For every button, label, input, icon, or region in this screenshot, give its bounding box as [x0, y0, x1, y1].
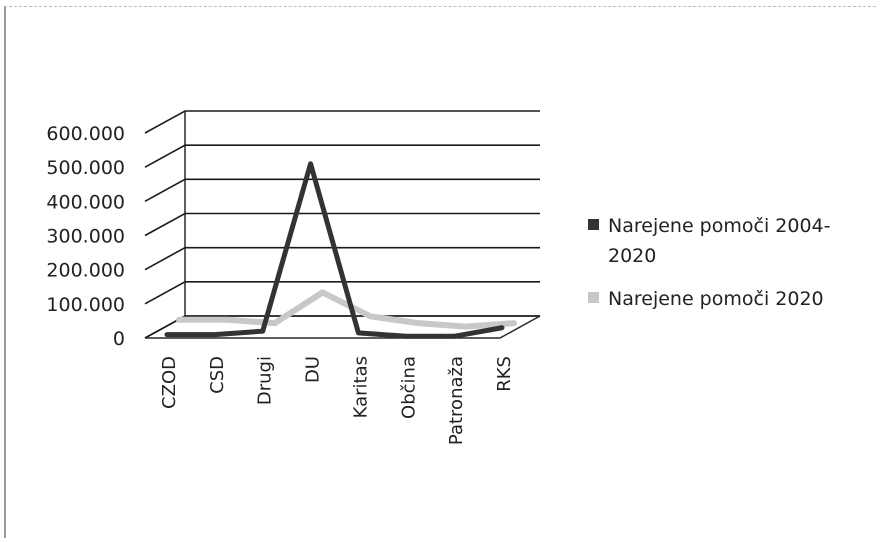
chart-frame: [4, 6, 876, 538]
gridline: [144, 281, 540, 305]
y-tick-label: 100.000: [46, 294, 125, 316]
gridline: [144, 110, 540, 134]
data-point: [356, 331, 360, 335]
y-tick-label: 300.000: [46, 226, 125, 248]
gridline: [144, 212, 540, 237]
series-line-1: [164, 161, 505, 339]
data-point: [165, 333, 169, 337]
gridlines: [144, 110, 540, 339]
data-point: [261, 329, 265, 333]
y-tick-label: 500.000: [46, 157, 125, 179]
legend-label: 2020: [608, 245, 656, 267]
data-point: [452, 334, 456, 338]
data-point: [273, 321, 277, 325]
y-tick-label: 0: [113, 328, 125, 350]
gridline: [144, 178, 540, 203]
legend-swatch: [588, 292, 599, 303]
data-point: [464, 325, 468, 329]
data-point: [309, 162, 313, 166]
x-axis: CZOD CSD Drugi DU Karitas Občina Patronaža RKS: [159, 356, 515, 445]
data-point: [225, 318, 229, 322]
legend-label: Narejene pomoči 2004-: [608, 215, 830, 237]
y-axis: 0 100.000 200.000 300.000 400.000 500.000 600.…: [46, 123, 125, 350]
x-tick-label: CSD: [207, 356, 228, 394]
legend: Narejene pomoči 2004- 2020 Narejene pomoči…: [588, 215, 830, 310]
gridline: [144, 315, 540, 339]
data-point: [500, 326, 504, 330]
x-tick-label: Patronaža: [446, 356, 467, 445]
x-tick-label: Karitas: [350, 356, 371, 418]
data-point: [177, 318, 181, 322]
y-tick-label: 400.000: [46, 191, 125, 213]
x-tick-label: CZOD: [159, 356, 180, 409]
x-tick-label: Občina: [398, 356, 419, 419]
legend-label: Narejene pomoči 2020: [608, 288, 824, 310]
x-tick-label: Drugi: [255, 356, 276, 405]
data-point: [213, 333, 217, 337]
y-tick-label: 200.000: [46, 260, 125, 282]
data-point: [512, 321, 516, 325]
series-line-2: [176, 289, 517, 330]
series-lines: [164, 161, 517, 339]
y-tick-label: 600.000: [46, 123, 125, 145]
x-tick-label: DU: [303, 356, 324, 383]
gridline: [144, 144, 540, 168]
data-point: [404, 334, 408, 338]
gridline: [144, 246, 540, 271]
x-tick-label: RKS: [494, 356, 515, 392]
data-point: [321, 290, 325, 294]
legend-swatch: [588, 219, 599, 230]
data-point: [368, 314, 372, 318]
data-point: [416, 321, 420, 325]
